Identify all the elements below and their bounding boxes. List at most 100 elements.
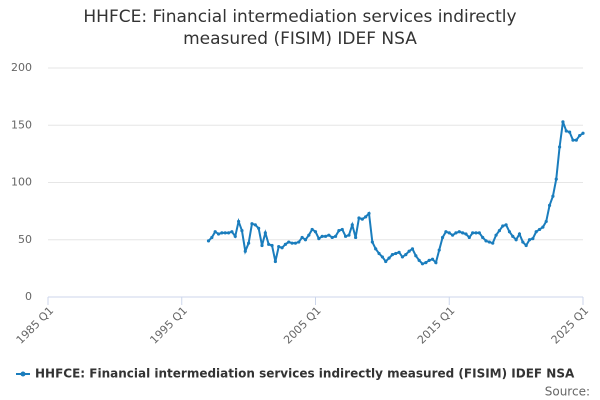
point: [290, 241, 294, 245]
point: [313, 230, 318, 234]
x-tick-label: 2025 Q1: [549, 304, 592, 347]
point: [514, 238, 518, 242]
point: [578, 133, 582, 138]
point: [260, 243, 264, 248]
x-tick-label: 2015 Q1: [415, 304, 458, 347]
point: [310, 227, 314, 232]
point: [501, 224, 505, 228]
point: [257, 226, 261, 230]
point: [230, 230, 234, 234]
point: [427, 258, 431, 262]
point: [544, 219, 548, 224]
x-tick-label: 2005 Q1: [281, 304, 324, 347]
point: [464, 232, 468, 236]
point: [454, 231, 458, 235]
point: [440, 235, 445, 240]
point: [497, 228, 502, 233]
point: [220, 231, 224, 235]
point: [564, 129, 568, 133]
point: [263, 231, 267, 235]
point: [504, 223, 508, 227]
point: [400, 255, 405, 259]
point: [474, 231, 478, 235]
point: [370, 240, 374, 244]
point: [283, 242, 288, 246]
point: [280, 246, 284, 250]
point: [547, 203, 552, 207]
point: [367, 211, 371, 216]
point: [297, 240, 301, 244]
point: [467, 235, 471, 240]
point: [404, 253, 408, 257]
point: [364, 215, 368, 219]
point: [390, 253, 395, 257]
point: [444, 230, 448, 234]
point: [213, 230, 217, 234]
point: [437, 248, 441, 252]
point: [551, 194, 555, 198]
source: Source:: [545, 385, 590, 399]
chart-title: HHFCE: Financial intermediation services…: [83, 7, 517, 49]
point: [407, 249, 411, 253]
point: [343, 234, 348, 238]
point: [374, 247, 378, 251]
point: [307, 233, 311, 237]
point: [317, 237, 321, 241]
point: [481, 235, 485, 240]
y-tick-label: 100: [11, 176, 32, 189]
point: [414, 254, 418, 258]
y-tick-label: 0: [25, 290, 32, 303]
point: [354, 235, 358, 240]
point: [571, 138, 575, 142]
series-line: [207, 121, 584, 265]
y-tick-label: 50: [18, 233, 32, 246]
point: [300, 235, 304, 240]
point: [277, 245, 281, 249]
point: [210, 235, 214, 240]
point: [524, 243, 528, 248]
point: [484, 239, 488, 243]
point: [507, 230, 512, 234]
point: [534, 230, 538, 234]
point: [521, 240, 525, 244]
point: [537, 227, 542, 232]
point: [430, 257, 435, 261]
point: [267, 242, 271, 246]
point: [417, 258, 421, 262]
point: [581, 131, 585, 135]
point: [347, 233, 351, 237]
point: [511, 234, 515, 238]
point: [541, 225, 545, 229]
point: [240, 228, 244, 233]
point: [447, 231, 451, 235]
point: [270, 243, 274, 248]
point: [384, 259, 388, 264]
point: [461, 231, 465, 235]
point: [557, 145, 562, 149]
legend-marker: [20, 371, 26, 377]
point: [303, 238, 308, 242]
point: [491, 241, 495, 245]
point: [494, 233, 498, 237]
x-tick-label: 1985 Q1: [14, 304, 57, 347]
point: [574, 138, 578, 142]
point: [273, 259, 277, 264]
y-tick-label: 200: [11, 61, 32, 74]
point: [360, 217, 364, 221]
point: [223, 231, 227, 235]
point: [380, 255, 384, 259]
point: [243, 249, 247, 253]
point: [410, 247, 415, 251]
point: [350, 223, 354, 227]
point: [320, 234, 324, 238]
point: [450, 233, 455, 237]
point: [457, 230, 461, 234]
point: [323, 234, 328, 238]
y-tick-label: 150: [11, 118, 32, 131]
point: [568, 130, 572, 134]
point: [397, 250, 401, 254]
point: [487, 240, 491, 244]
point: [287, 240, 291, 244]
point: [330, 235, 334, 240]
